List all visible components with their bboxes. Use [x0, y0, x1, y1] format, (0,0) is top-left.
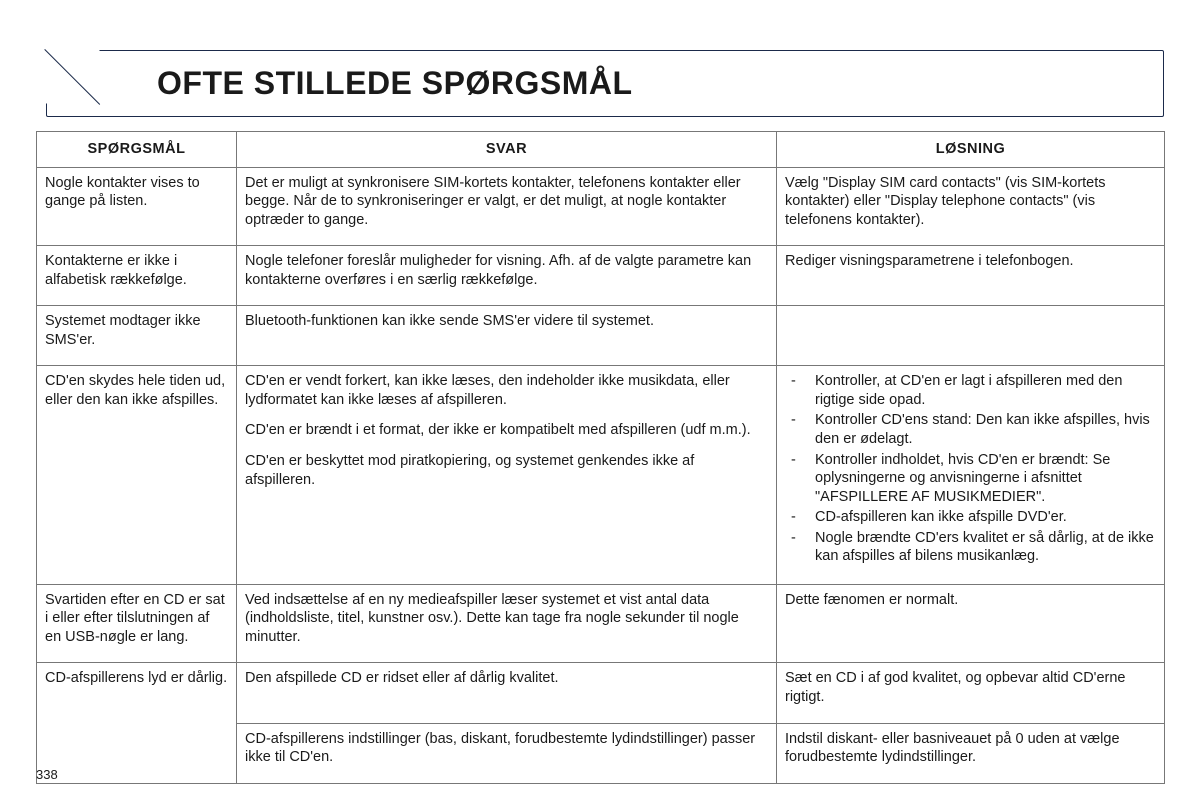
cell-answer: Ved indsættelse af en ny medieafspiller …: [237, 584, 777, 663]
title-box: OFTE STILLEDE SPØRGSMÅL: [46, 50, 1164, 117]
answer-paragraph: CD'en er beskyttet mod piratkopiering, o…: [245, 452, 768, 489]
header-solution: LØSNING: [777, 132, 1165, 168]
cell-answer: CD'en er vendt forkert, kan ikke læses, …: [237, 366, 777, 584]
table-row: Kontakterne er ikke i alfabetisk rækkefø…: [37, 246, 1165, 306]
cell-answer: CD-afspillerens indstillinger (bas, disk…: [237, 723, 777, 783]
cell-solution: Rediger visningsparametrene i telefonbog…: [777, 246, 1165, 306]
document-page: OFTE STILLEDE SPØRGSMÅL SPØRGSMÅL SVAR L…: [0, 0, 1200, 800]
cell-question: CD'en skydes hele tiden ud, eller den ka…: [37, 366, 237, 584]
table-row: CD'en skydes hele tiden ud, eller den ka…: [37, 366, 1165, 584]
cell-solution: Kontroller, at CD'en er lagt i afspiller…: [777, 366, 1165, 584]
solution-list: Kontroller, at CD'en er lagt i afspiller…: [785, 372, 1156, 565]
table-row: Svartiden efter en CD er sat i eller eft…: [37, 584, 1165, 663]
header-question: SPØRGSMÅL: [37, 132, 237, 168]
table-header-row: SPØRGSMÅL SVAR LØSNING: [37, 132, 1165, 168]
solution-paragraph: Rediger visningsparametrene i telefonbog…: [785, 252, 1156, 271]
notch-line: [45, 49, 115, 119]
cell-answer: Bluetooth-funktionen kan ikke sende SMS'…: [237, 306, 777, 366]
solution-list-item: CD-afspilleren kan ikke afspille DVD'er.: [785, 508, 1156, 527]
solution-paragraph: Indstil diskant- eller basniveauet på 0 …: [785, 730, 1156, 767]
answer-paragraph: Nogle telefoner foreslår muligheder for …: [245, 252, 768, 289]
cell-answer: Nogle telefoner foreslår muligheder for …: [237, 246, 777, 306]
cell-question: Svartiden efter en CD er sat i eller eft…: [37, 584, 237, 663]
solution-paragraph: Dette fænomen er normalt.: [785, 591, 1156, 610]
answer-paragraph: Ved indsættelse af en ny medieafspiller …: [245, 591, 768, 647]
table-body: Nogle kontakter vises to gange på listen…: [37, 167, 1165, 783]
cell-answer: Det er muligt at synkronisere SIM-kortet…: [237, 167, 777, 246]
answer-paragraph: CD-afspillerens indstillinger (bas, disk…: [245, 730, 768, 767]
header-answer: SVAR: [237, 132, 777, 168]
cell-solution: Dette fænomen er normalt.: [777, 584, 1165, 663]
cell-question: Systemet modtager ikke SMS'er.: [37, 306, 237, 366]
solution-list-item: Kontroller CD'ens stand: Den kan ikke af…: [785, 411, 1156, 448]
solution-list-item: Kontroller, at CD'en er lagt i afspiller…: [785, 372, 1156, 409]
page-number: 338: [36, 767, 58, 782]
solution-list-item: Kontroller indholdet, hvis CD'en er bræn…: [785, 451, 1156, 507]
cell-solution: Vælg "Display SIM card contacts" (vis SI…: [777, 167, 1165, 246]
solution-paragraph: Sæt en CD i af god kvalitet, og opbevar …: [785, 669, 1156, 706]
answer-paragraph: CD'en er vendt forkert, kan ikke læses, …: [245, 372, 768, 409]
page-title: OFTE STILLEDE SPØRGSMÅL: [157, 65, 1143, 102]
table-row: Nogle kontakter vises to gange på listen…: [37, 167, 1165, 246]
cell-question: CD-afspillerens lyd er dårlig.: [37, 663, 237, 783]
cell-answer: Den afspillede CD er ridset eller af dår…: [237, 663, 777, 723]
solution-list-item: Nogle brændte CD'ers kvalitet er så dårl…: [785, 529, 1156, 566]
cell-question: Nogle kontakter vises to gange på listen…: [37, 167, 237, 246]
answer-paragraph: CD'en er brændt i et format, der ikke er…: [245, 421, 768, 440]
answer-paragraph: Bluetooth-funktionen kan ikke sende SMS'…: [245, 312, 768, 331]
cell-solution: [777, 306, 1165, 366]
cell-question: Kontakterne er ikke i alfabetisk rækkefø…: [37, 246, 237, 306]
solution-paragraph: Vælg "Display SIM card contacts" (vis SI…: [785, 174, 1156, 230]
table-row: CD-afspillerens lyd er dårlig.Den afspil…: [37, 663, 1165, 723]
table-row: Systemet modtager ikke SMS'er. Bluetooth-…: [37, 306, 1165, 366]
faq-table: SPØRGSMÅL SVAR LØSNING Nogle kontakter v…: [36, 131, 1165, 784]
answer-paragraph: Den afspillede CD er ridset eller af dår…: [245, 669, 768, 688]
cell-solution: Sæt en CD i af god kvalitet, og opbevar …: [777, 663, 1165, 723]
cell-solution: Indstil diskant- eller basniveauet på 0 …: [777, 723, 1165, 783]
answer-paragraph: Det er muligt at synkronisere SIM-kortet…: [245, 174, 768, 230]
